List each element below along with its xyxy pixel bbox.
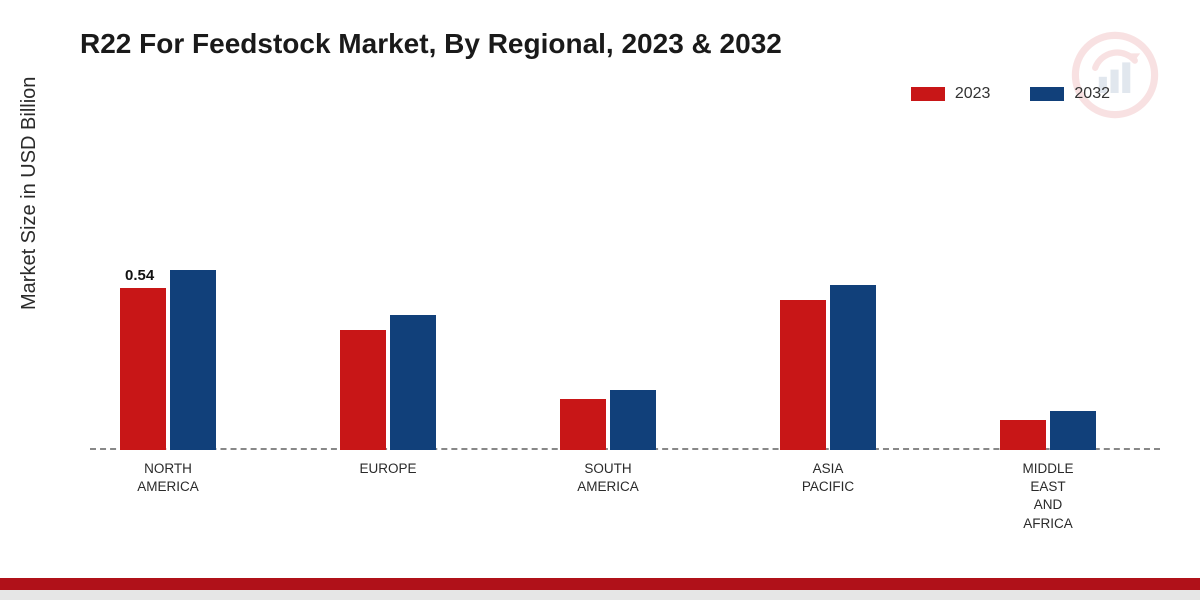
bar-group bbox=[780, 285, 876, 450]
y-axis-label: Market Size in USD Billion bbox=[18, 77, 41, 310]
bar-group bbox=[1000, 411, 1096, 450]
bar-2023 bbox=[1000, 420, 1046, 450]
bar-group bbox=[120, 270, 216, 450]
legend-label-2032: 2032 bbox=[1074, 85, 1110, 103]
bar-2032 bbox=[830, 285, 876, 450]
x-label: NORTHAMERICA bbox=[137, 460, 199, 496]
x-label: ASIAPACIFIC bbox=[802, 460, 854, 496]
legend: 2023 2032 bbox=[911, 85, 1110, 103]
bar-2032 bbox=[390, 315, 436, 450]
footer-gray-bar bbox=[0, 590, 1200, 600]
x-label: EUROPE bbox=[359, 460, 416, 478]
plot-area: 0.54 bbox=[90, 150, 1160, 450]
legend-item-2023: 2023 bbox=[911, 85, 991, 103]
bar-2023 bbox=[120, 288, 166, 450]
bar-2032 bbox=[1050, 411, 1096, 450]
legend-swatch-2023 bbox=[911, 87, 945, 101]
bar-2023 bbox=[560, 399, 606, 450]
bar-2023 bbox=[340, 330, 386, 450]
bar-2032 bbox=[170, 270, 216, 450]
x-axis-labels: NORTHAMERICA EUROPE SOUTHAMERICA ASIAPACIFI… bbox=[90, 460, 1160, 560]
watermark-logo bbox=[1070, 30, 1160, 120]
bar-2023 bbox=[780, 300, 826, 450]
legend-swatch-2032 bbox=[1030, 87, 1064, 101]
bar-2032 bbox=[610, 390, 656, 450]
footer-accent-bar bbox=[0, 578, 1200, 590]
bar-group bbox=[560, 390, 656, 450]
legend-item-2032: 2032 bbox=[1030, 85, 1110, 103]
x-label: MIDDLEEASTANDAFRICA bbox=[1022, 460, 1073, 533]
x-label: SOUTHAMERICA bbox=[577, 460, 639, 496]
bar-value-label: 0.54 bbox=[125, 267, 154, 284]
bar-group bbox=[340, 315, 436, 450]
chart-title: R22 For Feedstock Market, By Regional, 2… bbox=[80, 28, 782, 60]
legend-label-2023: 2023 bbox=[955, 85, 991, 103]
